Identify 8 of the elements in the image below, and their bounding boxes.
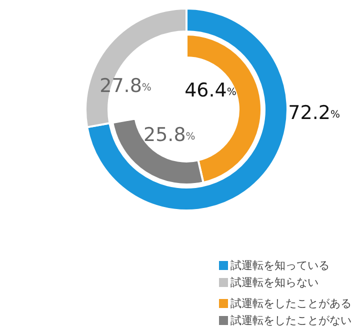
legend-label: 試運転をしたことがない	[230, 314, 352, 327]
legend-label: 試運転を知らない	[230, 276, 318, 289]
legend-label: 試運転を知っている	[230, 259, 330, 272]
data-label: 25.8%	[143, 124, 196, 146]
data-label: 27.8%	[100, 75, 152, 98]
data-label: 72.2%	[288, 102, 340, 124]
data-label: 46.4%	[184, 80, 236, 102]
legend-label: 試運転をしたことがある	[230, 297, 352, 310]
